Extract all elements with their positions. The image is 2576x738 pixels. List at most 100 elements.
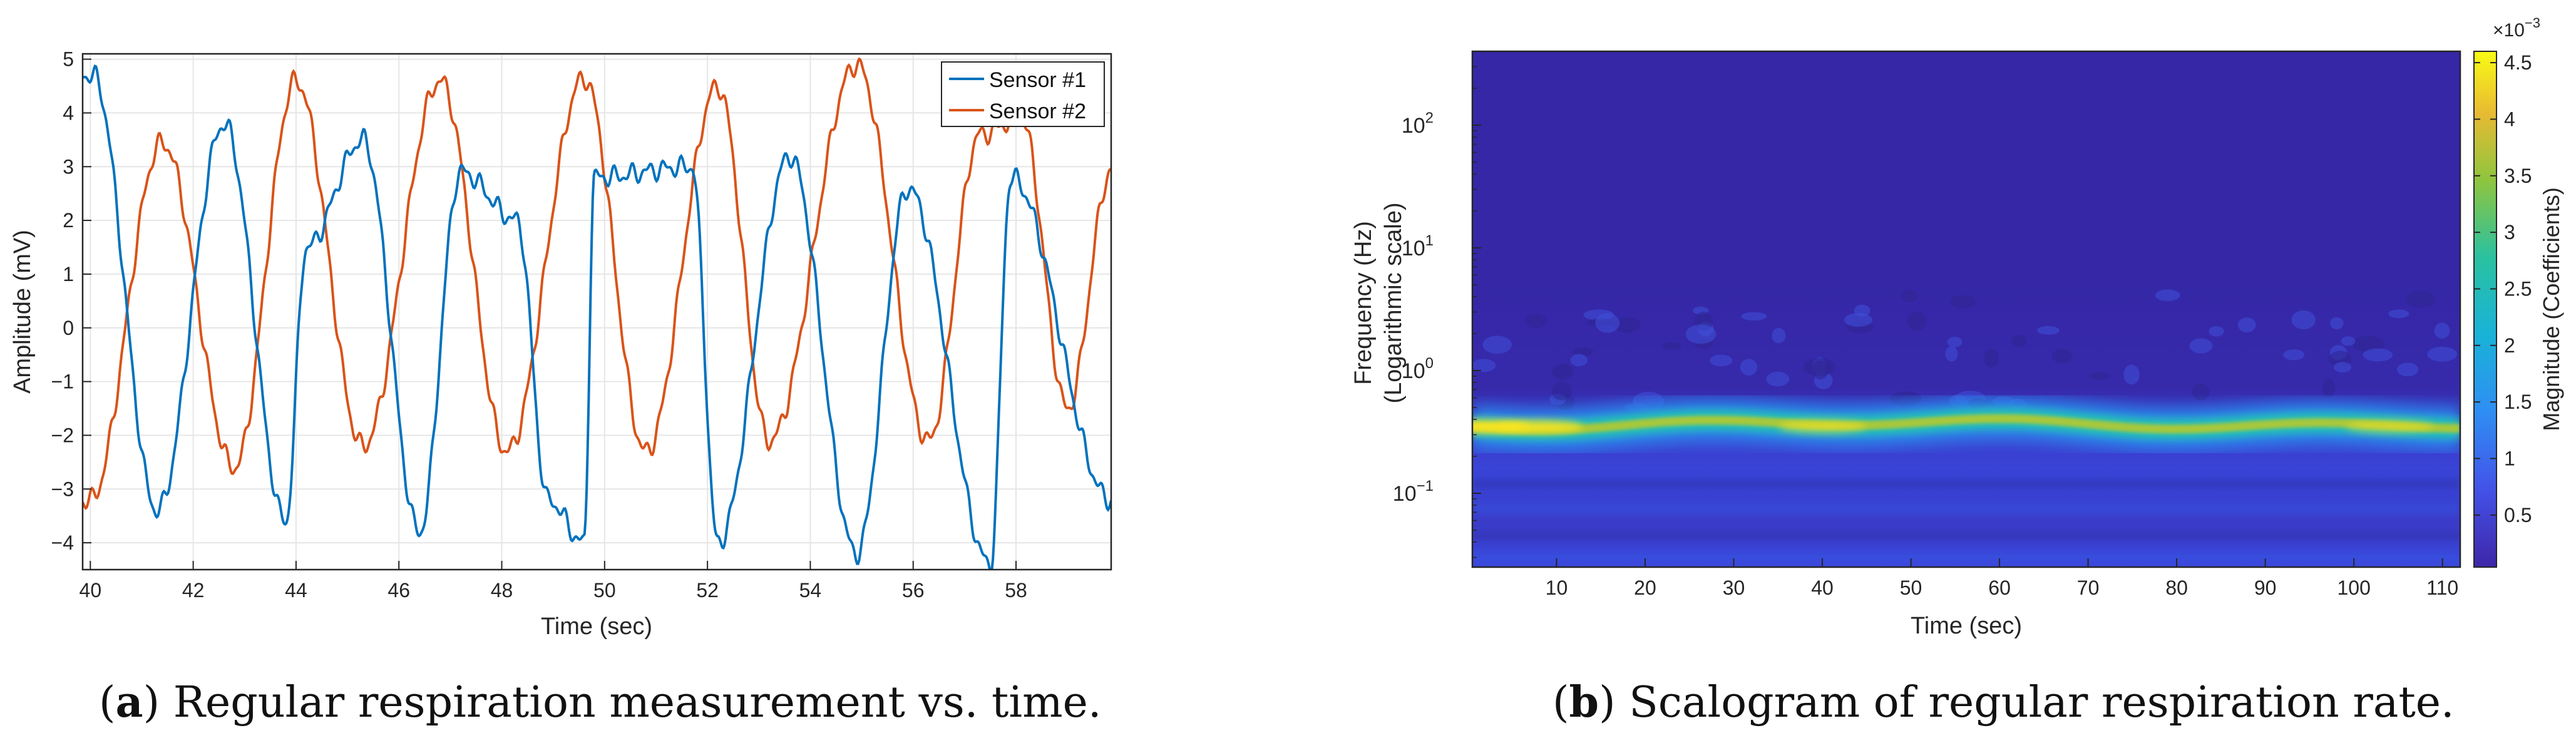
scalogram-texture — [1552, 364, 1574, 380]
caption-b: (b) Scalogram of regular respiration rat… — [1552, 677, 2455, 727]
colorbar: 0.5 1 1.5 2 2.5 3 3.5 4 4.5 ×10−3 Magnitude (Coe… — [2473, 15, 2564, 568]
axes-box-a — [81, 53, 1112, 571]
axes-box-b — [1471, 50, 2461, 568]
scalogram-texture — [1901, 289, 1918, 303]
scalogram-texture — [2352, 336, 2385, 352]
scalogram-texture — [2427, 346, 2458, 362]
x-tick-label: 42 — [182, 579, 205, 602]
caption-a: (a) Regular respiration measurement vs. … — [99, 677, 1102, 727]
legend-sensor-1-label: Sensor #1 — [989, 68, 1086, 92]
scalogram-texture — [1685, 324, 1716, 344]
y-tick-label: −2 — [51, 424, 74, 446]
scalogram-lowfreq-band — [1472, 479, 2460, 488]
x-tick-label: 56 — [902, 579, 925, 602]
colorbar-tick-label: 2.5 — [2504, 277, 2532, 300]
y-tick-label: 1 — [63, 263, 74, 285]
scalogram-lowfreq-band — [1472, 553, 2460, 561]
scalogram-texture — [1573, 347, 1594, 356]
y-axis-label-a: Amplitude (mV) — [9, 230, 36, 394]
colorbar-label: Magnitude (Coefficients) — [2538, 187, 2564, 431]
legend-sensor-2-label: Sensor #2 — [989, 100, 1086, 123]
colorbar-tick-label: 0.5 — [2504, 504, 2532, 526]
line-chart-a: 40 42 44 46 48 50 52 54 56 58 −4 −3 −2 −1 0 1 2 3 4 5 Time… — [9, 48, 1112, 640]
scalogram-texture — [2291, 310, 2316, 330]
y-tick-label: −4 — [51, 531, 74, 554]
scalogram-texture — [1945, 346, 1958, 362]
x-tick-label: 54 — [799, 579, 822, 602]
x-tick-label: 60 — [1988, 577, 2011, 599]
x-tick-label: 20 — [1634, 577, 1656, 599]
scalogram-texture — [2322, 379, 2336, 397]
scalogram-texture — [2192, 383, 2210, 401]
scalogram-texture — [2155, 289, 2180, 302]
scalogram-texture — [1570, 354, 1588, 367]
y-ticks-b: 10−1 100 101 102 — [1393, 51, 1481, 558]
y-tick-label: −1 — [51, 371, 74, 393]
scalogram-texture — [2011, 335, 2027, 348]
scalogram-texture — [1740, 359, 1758, 376]
scalogram-texture — [2037, 325, 2060, 335]
legend-box — [941, 61, 1105, 127]
scalogram-texture — [2237, 317, 2256, 332]
y-tick-label: 2 — [63, 209, 74, 232]
x-ticks-b: 10 20 30 40 50 60 70 80 90 100 110 — [1546, 558, 2458, 599]
scalogram-texture — [1984, 349, 1999, 368]
x-tick-label: 40 — [1811, 577, 1834, 599]
y-axis-label-b-line2: (Logarithmic scale) — [1380, 203, 1407, 404]
scalogram-texture — [2397, 362, 2419, 377]
scalogram-texture — [1804, 358, 1836, 376]
scalogram-peak — [1778, 420, 1867, 433]
colorbar-tick-label: 4 — [2504, 108, 2515, 130]
scalogram-texture — [1772, 327, 1786, 344]
x-tick-label: 44 — [285, 579, 307, 602]
scalogram-texture — [1482, 336, 1512, 354]
scalogram-texture — [1525, 314, 1547, 329]
scalogram-texture — [2405, 290, 2436, 308]
x-tick-label: 58 — [1005, 579, 1027, 602]
scalogram-texture — [2209, 326, 2224, 337]
scalogram-texture — [2388, 309, 2409, 319]
scalogram-texture — [1766, 371, 1790, 387]
x-tick-label: 48 — [491, 579, 513, 602]
y-tick-label: 102 — [1402, 110, 1434, 138]
scalogram-ridge-inner — [1472, 414, 2460, 435]
scalogram-chart-b: 10 20 30 40 50 60 70 80 90 100 110 10−1 100 101 102 T… — [1350, 15, 2564, 639]
scalogram-texture — [1472, 359, 1496, 372]
scalogram-texture — [2333, 362, 2351, 373]
y-tick-label: 101 — [1402, 232, 1434, 260]
colorbar-exponent: ×10−3 — [2493, 15, 2540, 41]
y-tick-label: 3 — [63, 155, 74, 178]
x-tick-label: 70 — [2077, 577, 2100, 599]
scalogram-texture — [2123, 364, 2140, 385]
scalogram-texture — [2051, 349, 2072, 364]
scalogram-lowfreq-band — [1472, 531, 2460, 540]
y-axis-label-b: Frequency (Hz) — [1350, 221, 1377, 385]
x-ticks-a: 40 42 44 46 48 50 52 54 56 58 — [80, 561, 1027, 602]
x-tick-label: 40 — [80, 579, 102, 602]
x-tick-label: 50 — [1900, 577, 1922, 599]
colorbar-tick-label: 4.5 — [2504, 51, 2532, 74]
legend: Sensor #1 Sensor #2 — [941, 61, 1105, 127]
scalogram-texture — [1949, 295, 1976, 309]
y-tick-label: 100 — [1402, 355, 1434, 383]
y-tick-label: 5 — [63, 48, 74, 71]
scalogram-lowfreq-band — [1472, 505, 2460, 513]
scalogram-texture — [1710, 354, 1733, 367]
colorbar-tick-label: 3 — [2504, 221, 2515, 243]
scalogram-marks — [1472, 289, 2460, 561]
x-tick-label: 50 — [593, 579, 616, 602]
x-tick-label: 30 — [1723, 577, 1745, 599]
colorbar-ticks: 0.5 1 1.5 2 2.5 3 3.5 4 4.5 — [2474, 51, 2532, 526]
scalogram-peak — [2345, 420, 2433, 433]
scalogram-texture — [1595, 313, 1620, 333]
x-tick-label: 46 — [387, 579, 410, 602]
y-tick-label: 10−1 — [1393, 478, 1434, 506]
colorbar-tick-label: 1.5 — [2504, 391, 2532, 413]
x-tick-label: 10 — [1546, 577, 1568, 599]
plot-area-a — [83, 54, 1111, 570]
scalogram-texture — [2434, 322, 2450, 339]
scalogram-texture — [2329, 317, 2344, 330]
series-sensor-1-line — [83, 64, 1111, 570]
x-tick-label: 90 — [2254, 577, 2277, 599]
